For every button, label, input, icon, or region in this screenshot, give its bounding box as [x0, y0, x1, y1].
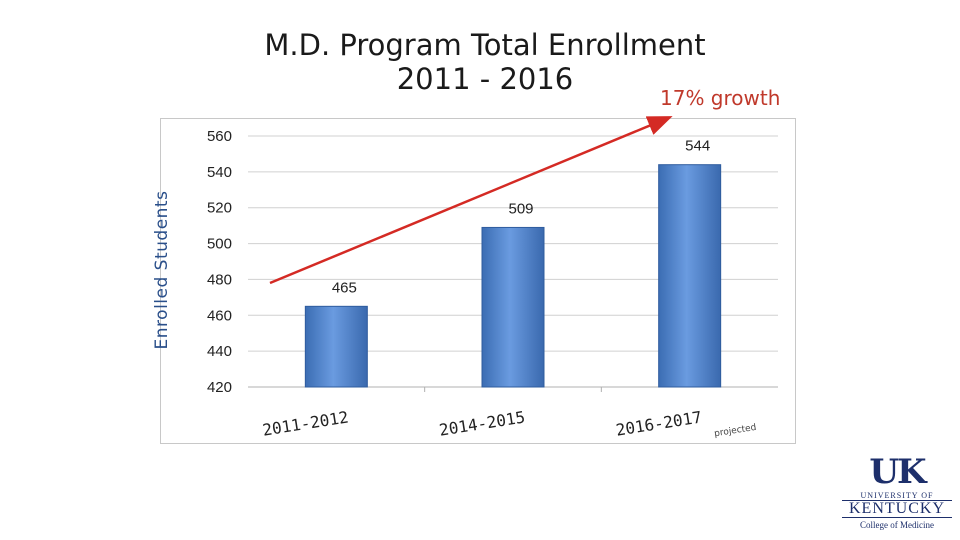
y-tick-label: 520	[207, 200, 232, 217]
bar-2014-2015	[481, 226, 545, 388]
y-tick-label: 500	[207, 236, 232, 253]
growth-annotation: 17% growth	[660, 86, 781, 110]
uk-college-of-medicine-logo: UK UNIVERSITY OF KENTUCKY College of Med…	[842, 455, 952, 530]
logo-kentucky-text: KENTUCKY	[842, 500, 952, 518]
bar-2016-2017	[658, 164, 722, 388]
uk-logo-mark: UK	[869, 452, 926, 492]
y-tick-label: 440	[207, 343, 232, 360]
y-tick-label: 420	[207, 379, 232, 396]
data-label: 509	[508, 200, 533, 217]
y-tick-label: 480	[207, 271, 232, 288]
data-label: 544	[685, 138, 710, 155]
y-tick-label: 540	[207, 164, 232, 181]
data-label: 465	[332, 279, 357, 296]
y-tick-label: 560	[207, 128, 232, 145]
chart-title: M.D. Program Total Enrollment 2011 - 201…	[220, 28, 750, 96]
growth-arrow	[269, 116, 673, 285]
projected-note: projected	[714, 423, 758, 440]
chart-title-line1: M.D. Program Total Enrollment	[264, 28, 706, 62]
bar-2011-2012	[304, 305, 368, 388]
chart-title-line2: 2011 - 2016	[396, 62, 574, 96]
x-category-label: 2016-2017	[615, 407, 704, 439]
chart-frame	[160, 118, 796, 444]
y-tick-label: 460	[207, 307, 232, 324]
logo-college-text: College of Medicine	[860, 520, 934, 530]
x-category-label: 2014-2015	[438, 407, 527, 439]
logo-university-text: UNIVERSITY OF	[860, 491, 934, 500]
x-category-label: 2011-2012	[261, 407, 350, 439]
